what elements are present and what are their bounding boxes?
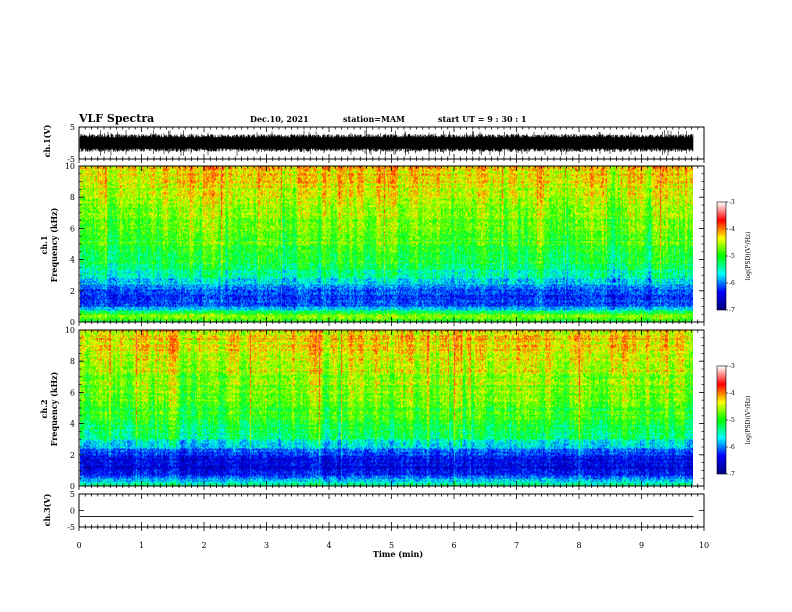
header-station: station=MAM — [343, 114, 405, 124]
colorbar-tick-label: -3 — [729, 363, 735, 370]
colorbar-tick-label: -4 — [729, 390, 735, 397]
ch1-colorbar-label: log(PSD)(V²/Hz) — [745, 232, 752, 281]
y-tick-label: 2 — [70, 287, 75, 296]
header-start-time: start UT = 9 : 30 : 1 — [438, 114, 527, 124]
colorbar-tick-label: -7 — [729, 471, 735, 478]
x-axis-label: Time (min) — [373, 549, 423, 559]
x-tick-label: 7 — [514, 541, 519, 550]
x-tick-label: 3 — [264, 541, 269, 550]
header-date: Dec.10, 2021 — [250, 114, 309, 124]
y-tick-label: 10 — [65, 162, 75, 171]
y-tick-label: 4 — [70, 256, 75, 265]
y-tick-label: -5 — [67, 523, 75, 532]
x-tick-label: 9 — [639, 541, 644, 550]
ch1-channel-label: ch.1 — [39, 235, 49, 254]
ch1-waveform-ylabel: ch.1(V) — [42, 124, 52, 157]
colorbar-tick-label: -6 — [729, 444, 735, 451]
y-tick-label: 5 — [70, 123, 75, 132]
x-tick-label: 5 — [389, 541, 394, 550]
y-tick-label: 10 — [65, 326, 75, 335]
x-tick-label: 2 — [201, 541, 206, 550]
ch1-colorbar — [717, 202, 726, 310]
x-tick-label: 0 — [76, 541, 81, 550]
colorbar-tick-label: -5 — [729, 417, 735, 424]
y-tick-label: 0 — [70, 507, 75, 516]
figure-title: VLF Spectra — [78, 112, 154, 125]
y-tick-label: -5 — [67, 155, 75, 164]
ch1-spectrogram-image — [80, 166, 693, 322]
colorbar-tick-label: -7 — [729, 307, 735, 314]
ch2-frequency-ylabel: Frequency (kHz) — [49, 371, 59, 446]
x-tick-label: 4 — [326, 541, 331, 550]
y-tick-label: 2 — [70, 451, 75, 460]
y-tick-label: 6 — [70, 224, 75, 233]
ch1-frequency-ylabel: Frequency (kHz) — [49, 207, 59, 282]
y-tick-label: 8 — [70, 193, 75, 202]
y-tick-label: 4 — [70, 420, 75, 429]
ch2-colorbar-label: log(PSD)(V²/Hz) — [745, 396, 752, 445]
colorbar-tick-label: -6 — [729, 280, 735, 287]
ch2-colorbar — [717, 366, 726, 474]
ch1-spectrogram-panel: ch.1 Frequency (kHz) log(PSD)(V²/Hz) 0 2 4… — [39, 162, 752, 327]
x-tick-label: 10 — [699, 541, 709, 550]
colorbar-tick-label: -5 — [729, 253, 735, 260]
colorbar-tick-label: -3 — [729, 199, 735, 206]
ch2-spectrogram-panel: ch.2 Frequency (kHz) log(PSD)(V²/Hz) 0 2 4… — [39, 326, 752, 491]
y-tick-label: 8 — [70, 357, 75, 366]
y-tick-label: 0 — [70, 482, 75, 491]
y-tick-label: 6 — [70, 388, 75, 397]
colorbar-tick-label: -4 — [729, 226, 735, 233]
ch2-spectrogram-image — [80, 330, 693, 486]
x-tick-label: 1 — [139, 541, 144, 550]
ch2-channel-label: ch.2 — [39, 399, 49, 418]
ch3-waveform-ylabel: ch.3(V) — [42, 493, 52, 526]
ch3-waveform-panel: ch.3(V) 50-50 1 2 3 4 5 6 7 8 9 10 — [42, 490, 709, 550]
y-tick-label: 5 — [70, 490, 75, 499]
x-tick-label: 8 — [576, 541, 581, 550]
ch1-waveform-panel: ch.1(V) 5 -5 — [42, 123, 705, 164]
x-tick-label: 6 — [451, 541, 456, 550]
ch1-waveform-trace — [79, 130, 694, 156]
y-tick-label: 0 — [70, 318, 75, 327]
